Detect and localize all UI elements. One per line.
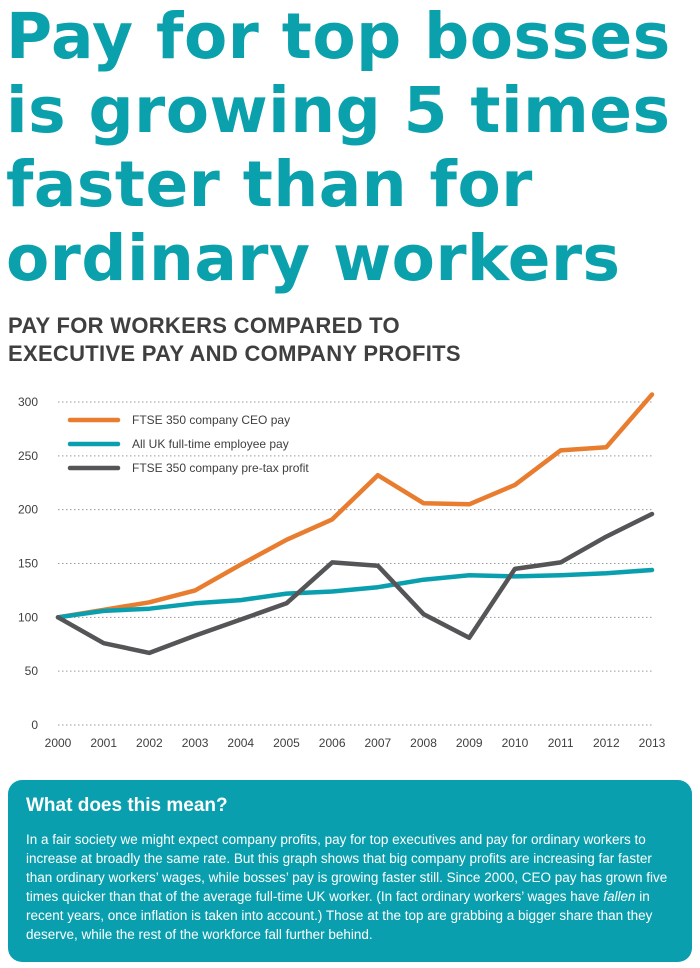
x-tick-label: 2011 — [548, 736, 574, 750]
chart-title-line: EXECUTIVE PAY AND COMPANY PROFITS — [8, 341, 461, 366]
explanation-text-part: In a fair society we might expect compan… — [26, 832, 668, 904]
explanation-text: In a fair society we might expect compan… — [26, 830, 674, 944]
x-tick-label: 2001 — [90, 736, 117, 750]
headline-line: Pay for top bosses — [6, 0, 671, 73]
x-tick-label: 2012 — [593, 736, 620, 750]
chart-title-line: PAY FOR WORKERS COMPARED TO — [8, 313, 400, 338]
x-tick-label: 2008 — [410, 736, 437, 750]
y-tick-label: 50 — [25, 664, 39, 678]
series-line — [55, 511, 655, 656]
y-tick-label: 100 — [18, 610, 38, 624]
y-tick-label: 200 — [18, 503, 38, 517]
headline-line: ordinary workers — [6, 222, 621, 295]
line-chart: 0 50 100 150 200 250 300 2000 2001 2002 2003 2004 20… — [18, 392, 666, 750]
series-line — [55, 567, 655, 620]
headline-line: is growing 5 times — [6, 74, 671, 147]
y-tick-label: 0 — [31, 718, 38, 732]
x-tick-label: 2004 — [227, 736, 254, 750]
x-tick-label: 2007 — [364, 736, 391, 750]
legend-label: All UK full-time employee pay — [132, 437, 289, 451]
x-tick-label: 2013 — [639, 736, 666, 750]
y-tick-label: 300 — [18, 395, 38, 409]
x-tick-label: 2009 — [456, 736, 483, 750]
legend-label: FTSE 350 company CEO pay — [132, 413, 290, 427]
x-tick-label: 2010 — [502, 736, 529, 750]
x-tick-label: 2006 — [319, 736, 346, 750]
x-tick-label: 2003 — [182, 736, 209, 750]
y-tick-label: 150 — [18, 557, 38, 571]
explanation-title: What does this mean? — [26, 795, 228, 816]
explanation-box: What does this mean? In a fair society w… — [8, 780, 692, 962]
x-tick-label: 2000 — [45, 736, 72, 750]
explanation-emphasis: fallen — [603, 889, 636, 904]
y-tick-label: 250 — [18, 449, 38, 463]
headline-line: faster than for — [6, 148, 533, 221]
x-tick-label: 2002 — [136, 736, 163, 750]
chart-title: PAY FOR WORKERS COMPARED TO EXECUTIVE PA… — [8, 312, 688, 368]
headline: Pay for top bosses is growing 5 times fa… — [6, 0, 696, 296]
explanation-text-part: in recent years, once inflation is taken… — [26, 889, 653, 942]
legend-label: FTSE 350 company pre-tax profit — [132, 461, 309, 475]
series-line — [55, 392, 655, 620]
x-tick-label: 2005 — [273, 736, 300, 750]
